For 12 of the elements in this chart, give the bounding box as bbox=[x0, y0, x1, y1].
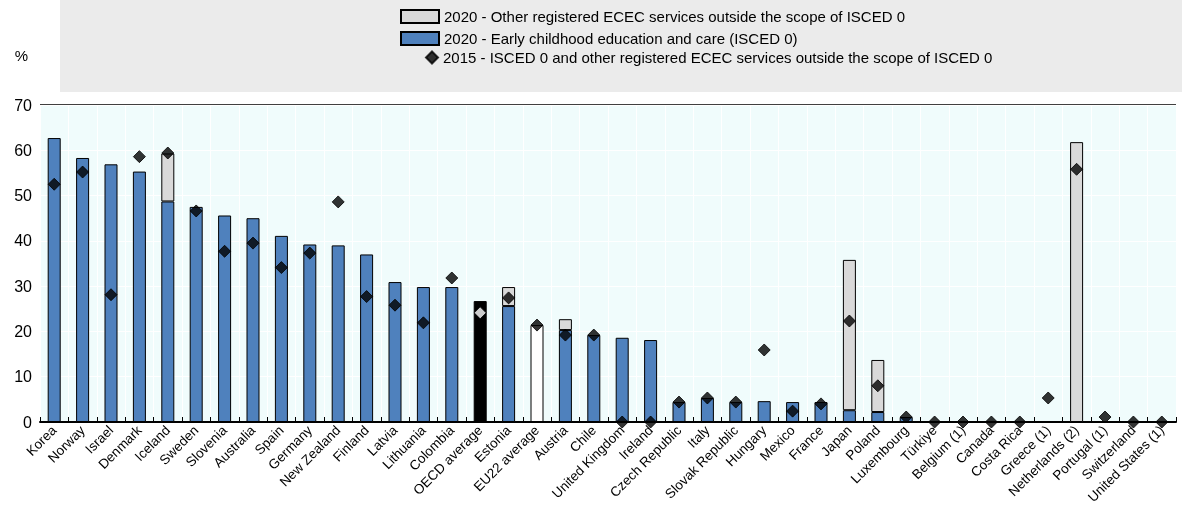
y-tick-label: 70 bbox=[14, 96, 33, 114]
y-tick-label: 10 bbox=[14, 368, 33, 386]
y-tick-label: 30 bbox=[14, 277, 33, 295]
y-axis-title: % bbox=[14, 47, 28, 64]
y-tick-label: 20 bbox=[14, 322, 33, 340]
legend-label: 2015 - ISCED 0 and other registered ECEC services outside the scope of ISCED 0 bbox=[443, 49, 993, 66]
y-tick-label: 50 bbox=[14, 187, 33, 205]
legend-label: 2020 - Early childhood education and care (ISCED 0) bbox=[444, 30, 798, 47]
y-tick-label: 40 bbox=[14, 232, 33, 250]
y-tick-label: 0 bbox=[23, 413, 33, 431]
y-tick-label: 60 bbox=[14, 141, 33, 159]
legend-label: 2020 - Other registered ECEC services outside the scope of ISCED 0 bbox=[444, 8, 906, 25]
